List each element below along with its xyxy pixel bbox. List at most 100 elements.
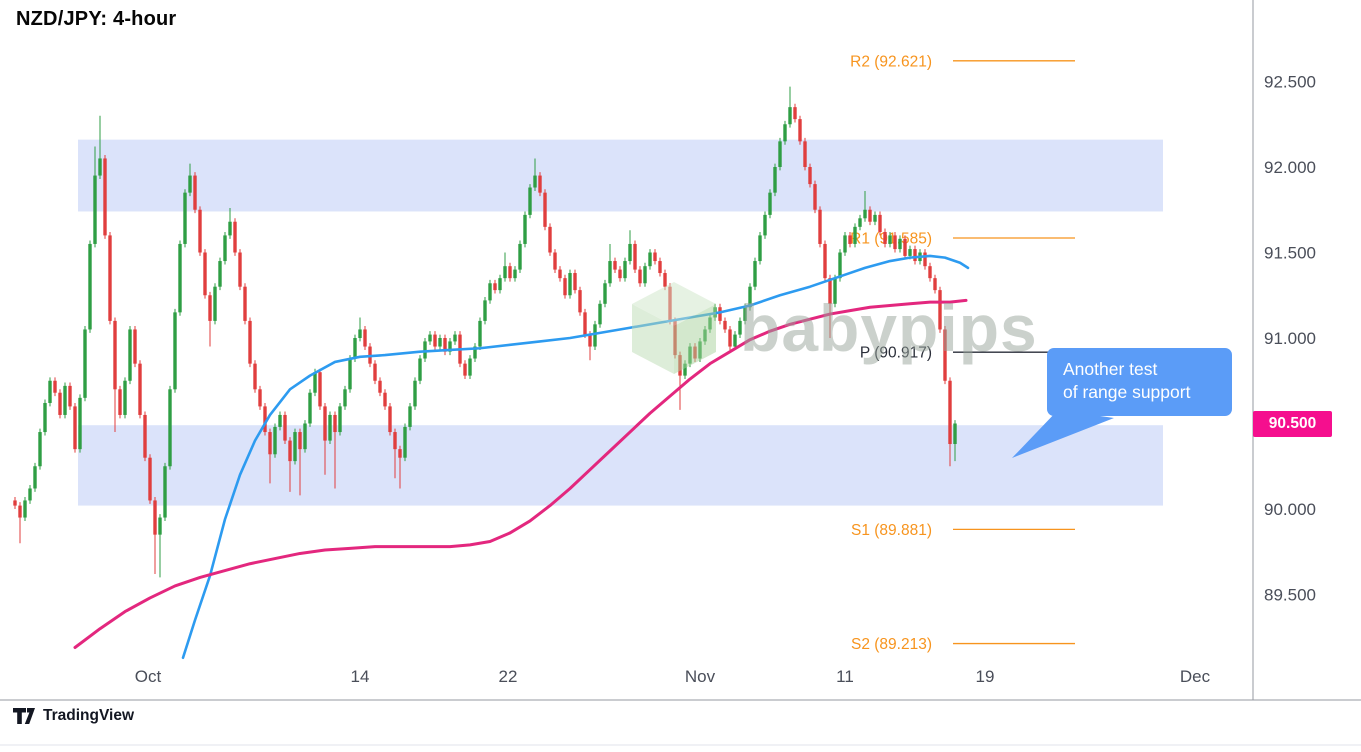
candle-body (603, 283, 607, 304)
candle-body (908, 249, 912, 256)
candle-body (768, 192, 772, 215)
candle-body (283, 414, 287, 441)
chart-title: NZD/JPY: 4-hour (16, 8, 177, 30)
candle-body (218, 261, 222, 287)
candle-body (753, 261, 757, 287)
candle-body (858, 218, 862, 227)
candle-body (723, 320, 727, 330)
candle-body (888, 235, 892, 244)
candle-body (523, 214, 527, 244)
candle-body (258, 389, 262, 407)
candle-body (173, 312, 177, 390)
candle-body (323, 406, 327, 441)
tradingview-logo[interactable]: TradingView (12, 707, 134, 725)
price-axis-label: 92.500 (1264, 73, 1316, 92)
candle-body (698, 341, 702, 359)
candle-body (478, 320, 482, 347)
time-axis-label: 14 (351, 667, 370, 686)
candle-body (348, 358, 352, 390)
candle-body (338, 406, 342, 433)
candle-body (633, 243, 637, 270)
candle-body (483, 300, 487, 321)
candle-body (508, 266, 512, 279)
callout-line-2: of range support (1063, 382, 1191, 402)
candle-body (83, 329, 87, 398)
candle-body (798, 119, 802, 142)
candle-body (648, 252, 652, 267)
pivot-label: S2 (89.213) (851, 636, 932, 653)
candle-body (743, 307, 747, 321)
candle-body (88, 243, 92, 330)
candle-body (718, 307, 722, 321)
candle-body (263, 406, 267, 433)
candle-body (273, 426, 277, 455)
annotation-callout[interactable]: Another test of range support (1047, 348, 1232, 416)
fast-ma-line (181, 254, 970, 660)
time-axis-label: Nov (685, 667, 716, 686)
tradingview-icon (13, 708, 35, 724)
candle-body (418, 358, 422, 381)
candle-body (933, 278, 937, 291)
candle-body (853, 226, 857, 244)
candle-body (423, 341, 427, 359)
candle-body (543, 192, 547, 227)
candle-body (403, 426, 407, 458)
candle-body (553, 252, 557, 270)
candle-body (813, 184, 817, 210)
candle-body (378, 380, 382, 393)
candle-body (873, 214, 877, 222)
time-axis-label: 19 (976, 667, 995, 686)
candle-body (898, 238, 902, 250)
candle-body (943, 329, 947, 381)
candle-body (48, 380, 52, 403)
candle-body (628, 243, 632, 262)
price-axis-label: 89.500 (1264, 586, 1316, 605)
candle-body (708, 317, 712, 330)
candle-body (448, 341, 452, 352)
candle-body (353, 338, 357, 359)
price-axis-label: 91.000 (1264, 329, 1316, 348)
candle-body (113, 320, 117, 390)
candle-body (43, 402, 47, 433)
candle-body (488, 283, 492, 301)
candle-body (878, 214, 882, 232)
candle-body (328, 414, 332, 441)
time-axis-label: 22 (499, 667, 518, 686)
candle-body (158, 517, 162, 535)
candle-body (238, 252, 242, 287)
callout-tail (1012, 410, 1114, 458)
candle-body (383, 392, 387, 407)
candle-body (593, 324, 597, 347)
last-price-badge: 90.500 (1253, 410, 1332, 437)
candle-body (68, 385, 72, 407)
candle-body (228, 221, 232, 236)
candle-body (293, 432, 297, 462)
candle-body (848, 235, 852, 244)
candle-body (123, 380, 127, 415)
candle-body (138, 363, 142, 415)
candle-body (168, 389, 172, 467)
candle-body (583, 312, 587, 335)
candle-body (693, 346, 697, 359)
candle-body (243, 286, 247, 321)
candle-body (838, 252, 842, 279)
candle-body (28, 488, 32, 501)
candle-body (78, 397, 82, 450)
candle-body (548, 226, 552, 253)
candle-body (463, 363, 467, 376)
tradingview-label: TradingView (43, 707, 135, 724)
candle-body (923, 252, 927, 267)
candle-body (613, 261, 617, 270)
candle-body (248, 320, 252, 364)
candle-body (563, 278, 567, 296)
candle-body (373, 363, 377, 381)
candle-body (803, 141, 807, 167)
candle-body (558, 269, 562, 279)
candle-body (493, 283, 497, 291)
candle-body (528, 187, 532, 215)
candle-body (733, 334, 737, 347)
candle-body (728, 329, 732, 347)
candle-body (748, 286, 752, 308)
candle-body (683, 363, 687, 376)
